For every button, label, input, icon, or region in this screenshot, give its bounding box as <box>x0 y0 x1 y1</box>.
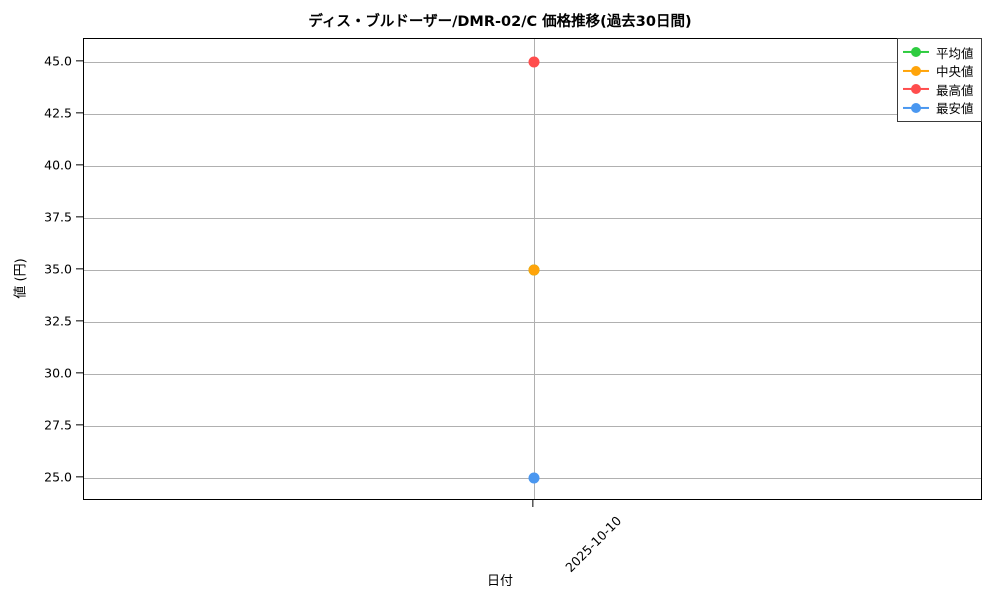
y-axis-tick-mark <box>76 320 83 322</box>
y-axis-tick-label: 37.5 <box>44 209 72 225</box>
y-axis-tick-mark <box>76 268 83 270</box>
legend-dot-icon <box>911 102 921 113</box>
y-axis-tick-label: 40.0 <box>44 157 72 173</box>
legend-item-3[interactable]: 最高値 <box>903 80 974 99</box>
chart-legend: 平均値中央値最高値最安値 <box>897 38 982 122</box>
legend-dot-icon <box>911 84 921 95</box>
x-axis-tick-mark <box>531 500 534 507</box>
legend-label: 最高値 <box>936 82 974 98</box>
gridline <box>84 165 981 167</box>
y-axis-tick-mark <box>76 216 83 218</box>
plot-area <box>83 38 982 500</box>
y-axis-tick-mark <box>76 372 83 374</box>
chart-title: ディス・ブルドーザー/DMR-02/C 価格推移(過去30日間) <box>308 14 692 30</box>
y-axis-tick-label: 42.5 <box>44 105 72 121</box>
legend-dot-icon <box>911 65 921 76</box>
x-axis-tick-label: 2025-10-10 <box>561 513 624 575</box>
legend-label: 中央値 <box>936 64 974 80</box>
legend-item-2[interactable]: 中央値 <box>903 62 974 81</box>
gridline <box>84 322 981 324</box>
data-point <box>528 56 539 68</box>
y-axis-tick-label: 32.5 <box>44 313 72 329</box>
y-axis-tick-mark <box>76 164 83 166</box>
legend-marker-icon <box>903 83 929 95</box>
y-axis-tick-mark <box>76 112 83 114</box>
y-axis-tick-label: 27.5 <box>44 417 72 433</box>
legend-marker-icon <box>903 65 929 77</box>
data-point <box>528 264 539 276</box>
y-axis-tick-mark <box>76 424 83 426</box>
gridline <box>84 217 981 219</box>
legend-item-1[interactable]: 平均値 <box>903 43 974 62</box>
gridline <box>84 374 981 376</box>
y-axis-label: 値 (円) <box>13 258 29 299</box>
data-point <box>528 472 539 484</box>
y-axis-tick-label: 45.0 <box>44 53 72 69</box>
legend-marker-icon <box>903 46 929 58</box>
legend-dot-icon <box>911 47 921 58</box>
legend-label: 平均値 <box>936 45 974 61</box>
gridline <box>84 426 981 428</box>
x-axis-label: 日付 <box>486 574 513 589</box>
y-axis-tick-label: 35.0 <box>44 261 72 277</box>
legend-marker-icon <box>903 102 929 114</box>
legend-item-4[interactable]: 最安値 <box>903 99 974 118</box>
legend-label: 最安値 <box>936 101 974 117</box>
y-axis-tick-labels: 25.0 27.5 30.0 32.5 35.0 37.5 40.0 42.5 45.0 <box>0 0 72 600</box>
y-axis-tick-mark <box>76 476 83 478</box>
gridline <box>84 113 981 115</box>
y-axis-tick-mark <box>76 60 83 62</box>
y-axis-tick-label: 25.0 <box>44 469 72 485</box>
y-axis-tick-label: 30.0 <box>44 365 72 381</box>
